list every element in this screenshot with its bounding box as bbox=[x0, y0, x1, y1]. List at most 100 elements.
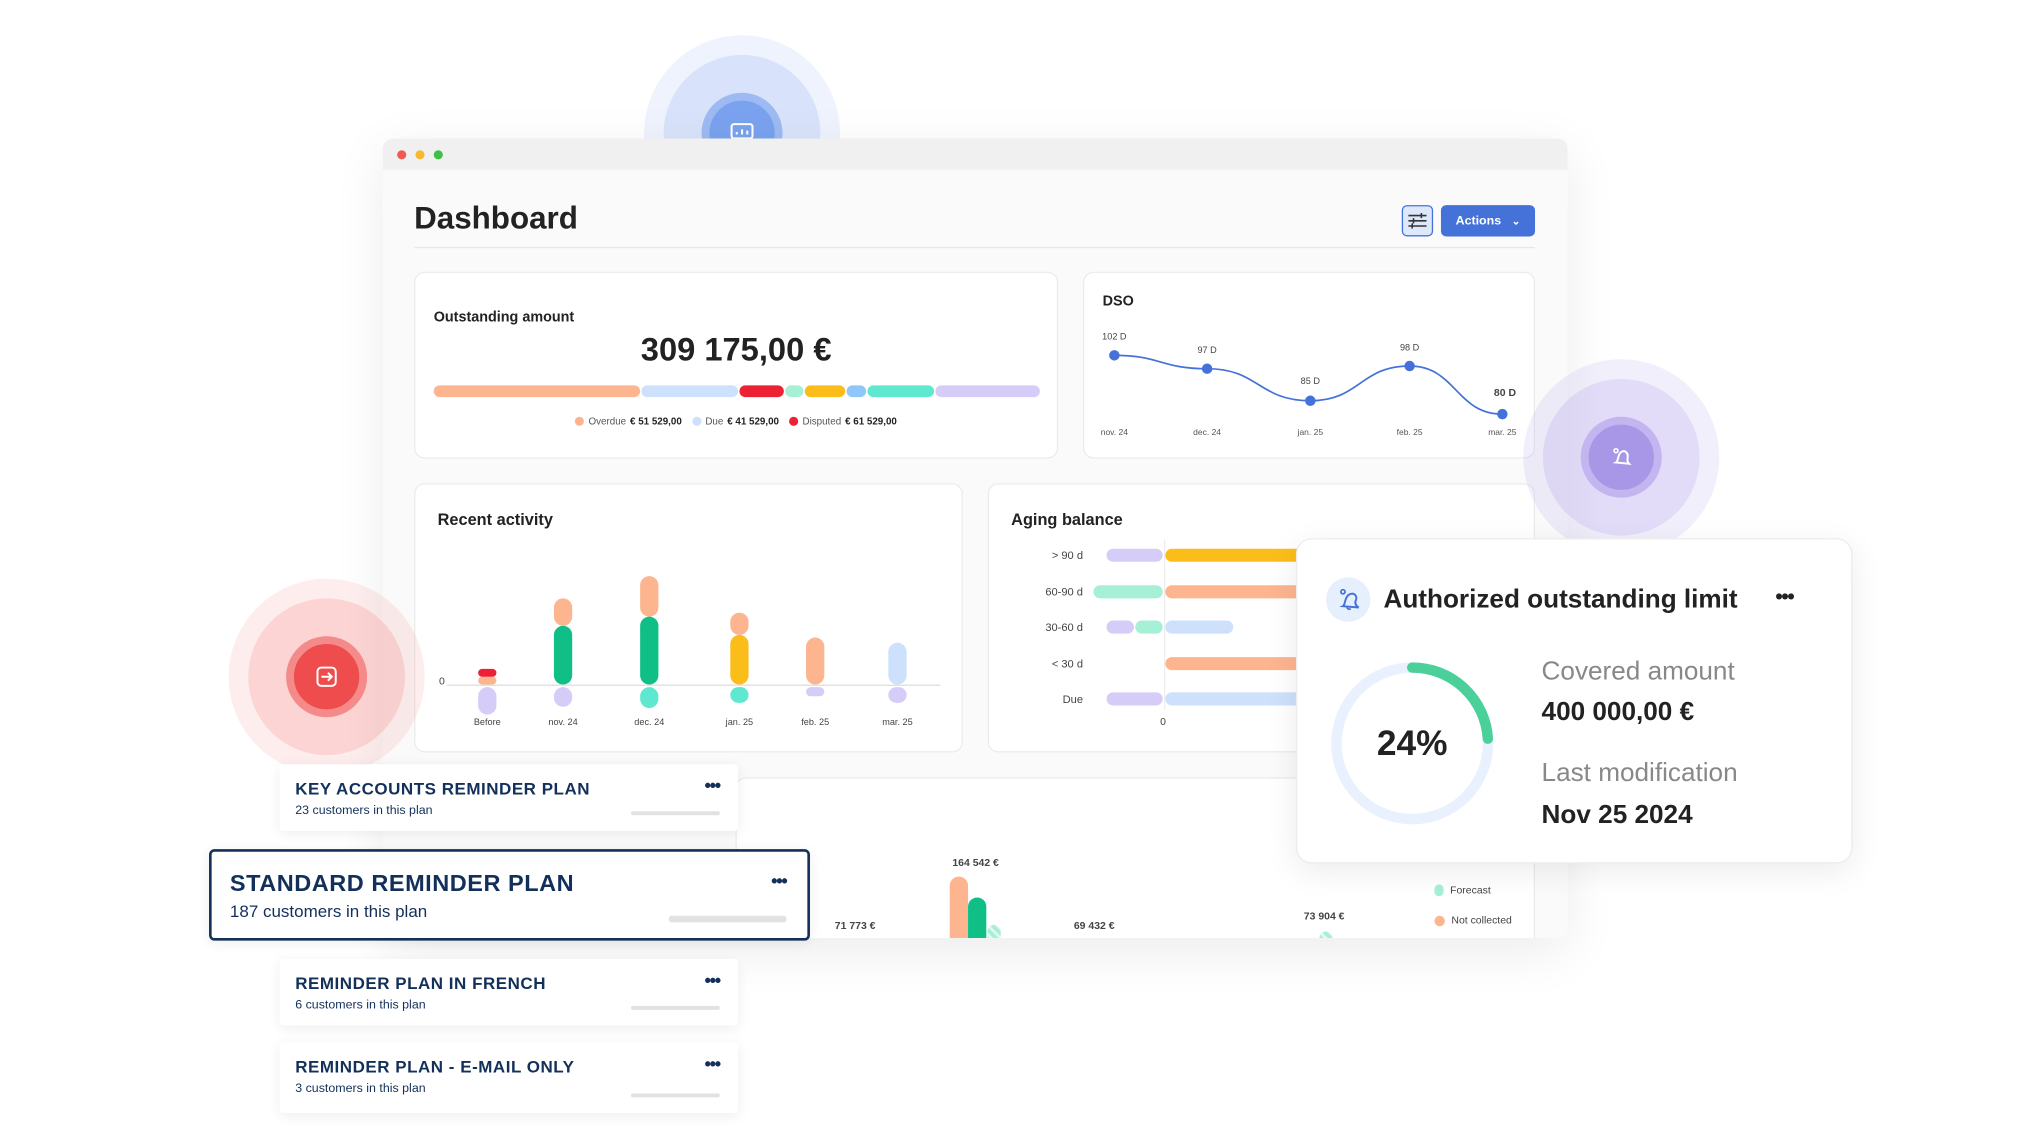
outstanding-segment bbox=[739, 385, 784, 398]
activity-x-tick: nov. 24 bbox=[548, 718, 578, 728]
aging-y-tick: Due bbox=[1062, 692, 1084, 706]
plan-count: 23 customers in this plan bbox=[295, 803, 433, 818]
bar-label: 73 904 € bbox=[1303, 910, 1345, 923]
dso-x-tick: nov. 24 bbox=[1101, 427, 1128, 437]
activity-bar-segment bbox=[553, 598, 573, 626]
bar-collected bbox=[968, 897, 987, 938]
aging-y-tick: 60-90 d bbox=[1045, 585, 1084, 599]
aging-balance-title: Aging balance bbox=[1011, 510, 1123, 530]
activity-x-tick: Before bbox=[473, 718, 501, 728]
dso-value-label: 97 D bbox=[1197, 345, 1217, 355]
outstanding-bar bbox=[433, 385, 1040, 398]
dso-value-label: 102 D bbox=[1102, 332, 1127, 342]
activity-bar-segment bbox=[730, 612, 749, 635]
limit-more-button[interactable]: ••• bbox=[1775, 586, 1794, 609]
alert-button[interactable] bbox=[1580, 416, 1662, 498]
presentation-icon bbox=[730, 123, 754, 143]
activity-bar-segment bbox=[478, 676, 497, 685]
page-title: Dashboard bbox=[414, 201, 578, 237]
authorized-limit-card: Authorized outstanding limit ••• 24% Cov… bbox=[1295, 538, 1853, 864]
dso-value-label: 80 D bbox=[1494, 388, 1517, 399]
activity-bar-segment bbox=[888, 687, 907, 703]
plan-card-standard[interactable]: STANDARD REMINDER PLAN 187 customers in … bbox=[209, 849, 810, 941]
plan-count: 3 customers in this plan bbox=[295, 1081, 426, 1097]
aging-y-tick: < 30 d bbox=[1051, 657, 1084, 671]
activity-bar-segment bbox=[478, 668, 497, 677]
bar-not-collected bbox=[949, 876, 969, 938]
gauge-progress bbox=[1331, 662, 1494, 825]
plan-card-key-accounts[interactable]: KEY ACCOUNTS REMINDER PLAN 23 customers … bbox=[279, 764, 739, 831]
activity-bar-segment bbox=[478, 687, 497, 715]
plan-card-email-only[interactable]: REMINDER PLAN - E-MAIL ONLY 3 customers … bbox=[279, 1042, 739, 1114]
title-divider bbox=[414, 246, 1536, 249]
bar-forecast bbox=[987, 924, 1001, 938]
outstanding-legend: Overdue € 51 529,00 Due € 41 529,00 Disputed… bbox=[415, 415, 1056, 427]
bar-forecast bbox=[1319, 931, 1333, 938]
dso-x-tick: jan. 25 bbox=[1297, 427, 1324, 437]
plan-title: REMINDER PLAN IN FRENCH bbox=[295, 973, 546, 993]
activity-bar-segment bbox=[553, 625, 573, 685]
aging-bar-segment bbox=[1165, 620, 1234, 634]
outstanding-segment bbox=[433, 385, 640, 398]
outstanding-segment bbox=[641, 385, 738, 398]
legend-item: Due € 41 529,00 bbox=[692, 415, 779, 427]
dso-point bbox=[1404, 360, 1415, 372]
actions-label: Actions bbox=[1455, 213, 1502, 228]
more-icon[interactable]: ••• bbox=[771, 870, 788, 891]
aging-zero-line bbox=[1164, 539, 1166, 710]
plan-title: STANDARD REMINDER PLAN bbox=[229, 870, 575, 897]
plan-count: 187 customers in this plan bbox=[229, 901, 428, 922]
outstanding-segment bbox=[804, 385, 846, 398]
bar-label: 71 773 € bbox=[834, 919, 876, 932]
minimize-dot[interactable] bbox=[415, 150, 425, 160]
aging-bar-segment bbox=[1135, 620, 1163, 634]
logout-button[interactable] bbox=[286, 636, 368, 718]
covered-label: Covered amount bbox=[1541, 657, 1735, 686]
more-icon[interactable]: ••• bbox=[704, 1052, 722, 1074]
activity-bar-segment bbox=[806, 687, 825, 697]
limit-percent: 24% bbox=[1376, 723, 1448, 763]
aging-bar-segment bbox=[1106, 692, 1163, 706]
dso-point bbox=[1109, 350, 1120, 361]
plan-card-french[interactable]: REMINDER PLAN IN FRENCH 6 customers in t… bbox=[279, 958, 739, 1026]
close-dot[interactable] bbox=[397, 150, 407, 160]
bell-icon bbox=[1339, 588, 1360, 611]
dso-chart: 102 D nov. 24 97 D dec. 24 85 D jan. 25 98 D fe… bbox=[1101, 332, 1517, 437]
aging-bar-segment bbox=[1106, 548, 1163, 562]
activity-x-tick: dec. 24 bbox=[634, 718, 665, 728]
activity-bar-segment bbox=[640, 616, 659, 685]
modified-label: Last modification bbox=[1541, 759, 1738, 788]
dso-value-label: 85 D bbox=[1301, 376, 1321, 386]
bar-label: 164 542 € bbox=[952, 856, 999, 869]
zero-axis-line bbox=[446, 684, 941, 686]
outstanding-segment bbox=[935, 385, 1040, 398]
filter-button[interactable] bbox=[1401, 205, 1434, 237]
activity-x-tick: mar. 25 bbox=[882, 718, 913, 728]
bar-label: 69 432 € bbox=[1073, 919, 1115, 932]
limit-gauge bbox=[1331, 662, 1494, 825]
legend-swatch bbox=[692, 416, 702, 426]
aging-y-tick: > 90 d bbox=[1051, 548, 1084, 562]
outstanding-segment bbox=[867, 385, 935, 398]
window-titlebar bbox=[382, 138, 1568, 170]
maximize-dot[interactable] bbox=[433, 150, 443, 160]
activity-bar-segment bbox=[730, 634, 749, 685]
more-icon[interactable]: ••• bbox=[704, 774, 722, 796]
outstanding-segment bbox=[846, 385, 866, 398]
dso-x-tick: dec. 24 bbox=[1193, 427, 1221, 437]
activity-bar-segment bbox=[640, 576, 659, 617]
activity-bar-segment bbox=[888, 642, 907, 685]
modified-value: Nov 25 2024 bbox=[1541, 800, 1693, 830]
dso-card: DSO 102 D nov. 24 97 D dec. 24 85 D jan. 25 98… bbox=[1083, 271, 1536, 459]
outstanding-total: 309 175,00 € bbox=[640, 331, 832, 369]
legend-item: Disputed € 61 529,00 bbox=[789, 415, 897, 427]
dso-title: DSO bbox=[1102, 293, 1134, 310]
legend-item: Overdue € 51 529,00 bbox=[575, 415, 682, 427]
dso-point bbox=[1201, 363, 1213, 374]
legend-not-collected: Not collected bbox=[1434, 914, 1512, 926]
plan-title: KEY ACCOUNTS REMINDER PLAN bbox=[295, 778, 591, 799]
chevron-down-icon: ⌄ bbox=[1511, 214, 1521, 227]
actions-button[interactable]: Actions ⌄ bbox=[1440, 205, 1536, 237]
aging-bar-segment bbox=[1106, 620, 1134, 634]
more-icon[interactable]: ••• bbox=[704, 969, 722, 991]
